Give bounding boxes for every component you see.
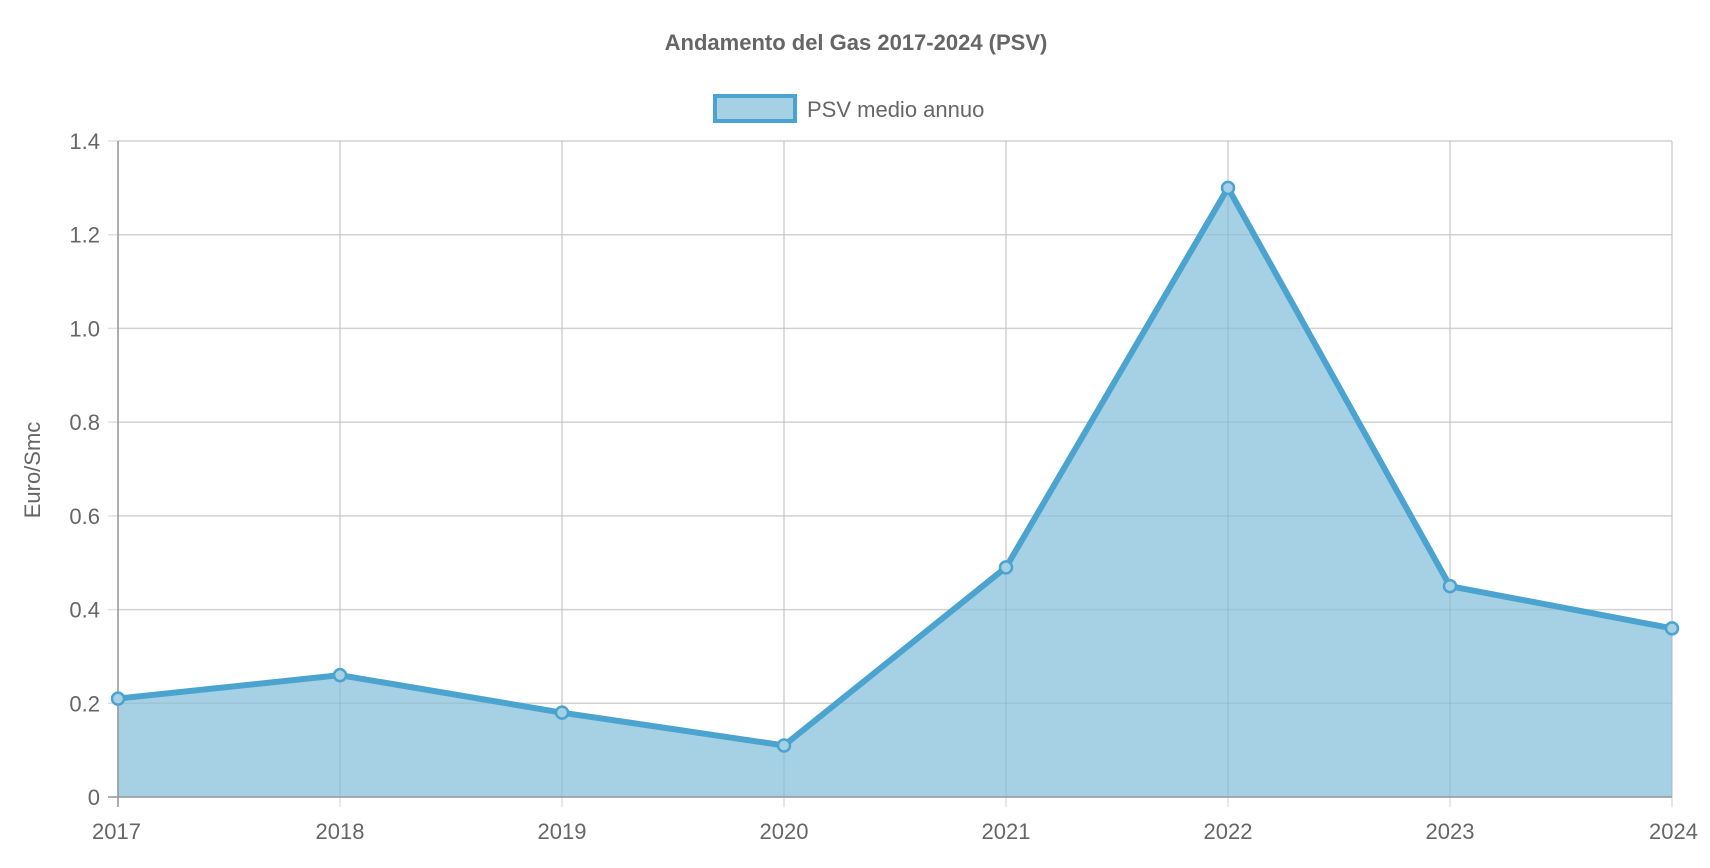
legend-swatch xyxy=(713,94,797,123)
x-tick-label: 2017 xyxy=(92,819,141,844)
y-axis-title: Euro/Smc xyxy=(20,422,45,519)
y-tick-label: 0.8 xyxy=(69,410,100,435)
series-line xyxy=(117,181,1673,749)
y-tick-label: 0.2 xyxy=(69,691,100,716)
data-points xyxy=(110,180,1680,753)
x-tick-label: 2019 xyxy=(538,819,587,844)
data-point[interactable] xyxy=(998,560,1014,575)
data-point[interactable] xyxy=(1220,180,1236,196)
x-tick-label: 2024 xyxy=(1649,819,1698,844)
x-tick-label: 2023 xyxy=(1426,819,1475,844)
series-area xyxy=(118,187,1672,797)
chart-title: Andamento del Gas 2017-2024 (PSV) xyxy=(665,30,1048,55)
y-tick-label: 0 xyxy=(88,785,100,810)
y-tick-label: 1.2 xyxy=(69,223,100,248)
x-tick-label: 2022 xyxy=(1204,819,1253,844)
legend-label: PSV medio annuo xyxy=(807,97,984,122)
x-tick-label: 2021 xyxy=(982,819,1031,844)
y-tick-label: 1.4 xyxy=(69,129,100,154)
data-point[interactable] xyxy=(1442,578,1458,594)
data-point[interactable] xyxy=(554,705,570,720)
y-tick-labels: 0 0.2 0.4 0.6 0.8 1.0 1.2 1.4 xyxy=(69,129,100,810)
data-point[interactable] xyxy=(110,691,126,706)
y-tick-label: 1.0 xyxy=(69,316,100,341)
legend[interactable]: PSV medio annuo xyxy=(713,94,984,123)
data-point[interactable] xyxy=(776,738,792,753)
x-tick-label: 2020 xyxy=(760,819,809,844)
x-tick-labels: 2017 2018 2019 2020 2021 2022 2023 2024 xyxy=(92,819,1698,844)
x-tick-label: 2018 xyxy=(316,819,365,844)
data-point[interactable] xyxy=(332,667,348,683)
data-point[interactable] xyxy=(1664,621,1680,636)
y-tick-label: 0.4 xyxy=(69,598,100,623)
y-tick-label: 0.6 xyxy=(69,504,100,529)
plot-area xyxy=(117,140,1673,798)
